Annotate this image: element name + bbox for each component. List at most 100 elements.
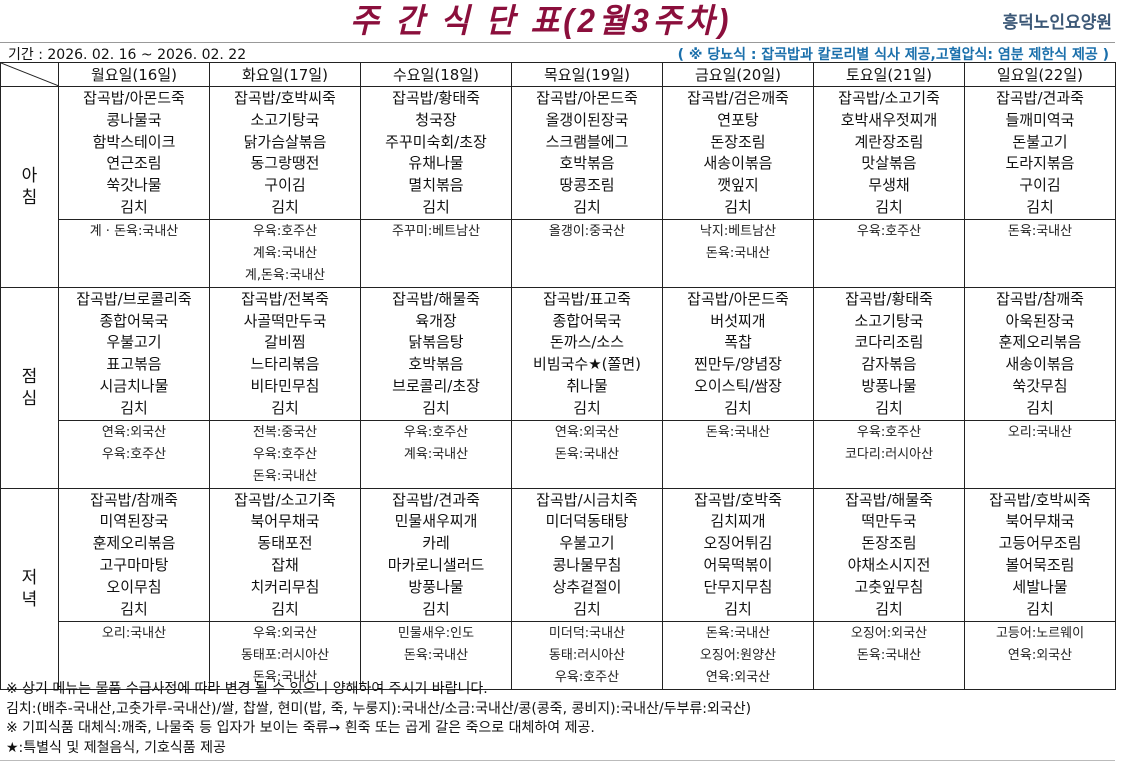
- origin-item: 코다리:러시아산: [844, 446, 934, 462]
- menu-item: 잡곡밥/시금치죽: [536, 490, 638, 509]
- menu-item: 아욱된장국: [1005, 311, 1075, 330]
- menu-item: 취나물: [566, 376, 608, 395]
- menu-item: 육개장: [415, 311, 457, 330]
- menu-cell: 잡곡밥/해물죽 떡만두국 돈장조림 야채소시지전 고춧잎무침 김치: [813, 487, 965, 622]
- menu-item: 비빔국수★(쫄면): [533, 355, 641, 374]
- menu-item: 동그랑땡전: [250, 154, 320, 173]
- menu-item: 돈까스/소스: [549, 333, 625, 352]
- menu-item: 갈비찜: [264, 333, 306, 352]
- menu-item: 계란장조림: [854, 132, 924, 151]
- menu-item: 김치: [422, 197, 450, 216]
- menu-item: 폭찹: [724, 333, 752, 352]
- menu-cell: 잡곡밥/검은깨죽 연포탕 돈장조림 새송이볶음 깻잎지 김치: [662, 86, 814, 220]
- menu-item: 깻잎지: [717, 176, 759, 195]
- origin-item: 우육:외국산: [252, 625, 318, 641]
- menu-cell: 잡곡밥/브로콜리죽 종합어묵국 우불고기 표고볶음 시금치나물 김치: [58, 286, 210, 421]
- menu-item: 우불고기: [559, 534, 615, 553]
- menu-item: 마카로니샐러드: [387, 555, 485, 574]
- meal-origin-row: 오리:국내산 우육:외국산 동태포:러시아산 돈육:국내산 민물새우:인도 돈육:국내산 미…: [1, 620, 1116, 690]
- origin-item: 동태:러시아산: [548, 647, 626, 663]
- menu-item: 잡곡밥/견과죽: [392, 490, 480, 509]
- origin-item: 돈육:국내산: [554, 446, 620, 462]
- menu-item: 잡곡밥/소고기죽: [838, 89, 940, 107]
- menu-item: 올갱이된장국: [545, 110, 629, 129]
- menu-item: 잡곡밥/소고기죽: [234, 490, 336, 509]
- day-header: 일요일(22일): [964, 62, 1116, 87]
- origin-item: 낙지:베트남산: [699, 223, 777, 239]
- origin-item: 오리:국내산: [1007, 424, 1073, 440]
- menu-item: 맛살볶음: [861, 154, 917, 173]
- menu-item: 잡곡밥/해물죽: [845, 490, 933, 509]
- menu-item: 잡곡밥/참깨죽: [90, 490, 178, 509]
- meal-label: 점 심: [0, 286, 59, 489]
- meal-menu-row: 아 침 잡곡밥/아몬드죽 콩나물국 함박스테이크 연근조림 쑥갓나물 김치 잡곡밥/호박씨죽 소…: [0, 86, 1116, 288]
- menu-item: 잡곡밥/전복죽: [241, 289, 329, 308]
- menu-item: 김치: [120, 599, 148, 618]
- origin-item: 돈육:국내산: [705, 424, 771, 440]
- day-header: 토요일(21일): [813, 62, 965, 87]
- menu-cell: 잡곡밥/호박죽 김치찌개 오징어튀김 어묵떡볶이 단무지무침 김치: [662, 487, 814, 622]
- origin-item: 돈육:국내산: [252, 468, 318, 484]
- menu-cell: 잡곡밥/아몬드죽 버섯찌개 폭찹 찐만두/양념장 오이스틱/쌈장 김치: [662, 286, 814, 421]
- period-row: 기간 : 2026. 02. 16 ~ 2026. 02. 22 ( ※ 당뇨식…: [0, 42, 1115, 63]
- menu-item: 고춧잎무침: [854, 577, 924, 596]
- origin-cell: 우육:호주산 계육:국내산 계,돈육:국내산: [209, 218, 361, 288]
- menu-item: 민물새우찌개: [394, 512, 478, 531]
- menu-item: 잡곡밥/브로콜리죽: [76, 289, 192, 308]
- menu-item: 고등어무조림: [998, 534, 1082, 553]
- origin-cell: 미더덕:국내산 동태:러시아산 우육:호주산: [511, 620, 663, 690]
- menu-item: 북어무채국: [250, 512, 320, 531]
- menu-item: 김치: [875, 197, 903, 216]
- origin-item: 돈육:국내산: [252, 669, 318, 685]
- origin-cell: 우육:호주산 코다리:러시아산: [813, 419, 965, 489]
- menu-item: 도라지볶음: [1005, 154, 1075, 173]
- menu-item: 잡곡밥/검은깨죽: [687, 89, 789, 107]
- menu-cell: 잡곡밥/호박씨죽 소고기탕국 닭가슴살볶음 동그랑땡전 구이김 김치: [209, 86, 361, 220]
- menu-item: 표고볶음: [106, 355, 162, 374]
- origin-item: 계,돈육:국내산: [244, 267, 326, 283]
- organization-name: 흥덕노인요양원: [1002, 13, 1112, 33]
- day-header: 월요일(16일): [58, 62, 210, 87]
- menu-item: 찐만두/양념장: [694, 355, 782, 374]
- meal-label: 아 침: [0, 86, 59, 288]
- menu-item: 야채소시지전: [847, 555, 931, 574]
- menu-cell: 잡곡밥/견과죽 들깨미역국 돈불고기 도라지볶음 구이김 김치: [964, 86, 1116, 220]
- origin-item: 돈육:국내산: [705, 625, 771, 641]
- origin-item: 오징어:원양산: [699, 647, 777, 663]
- menu-item: 잡채: [271, 555, 299, 574]
- menu-item: 단무지무침: [703, 577, 773, 596]
- origin-item: 우육:호주산: [856, 223, 922, 239]
- diagonal-line: [1, 63, 59, 86]
- menu-item: 김치: [1026, 197, 1054, 216]
- meal-label: 저 녁: [0, 487, 59, 690]
- origin-item: 고등어:노르웨이: [995, 625, 1085, 641]
- menu-item: 들깨미역국: [1005, 110, 1075, 129]
- menu-item: 방풍나물: [408, 577, 464, 596]
- menu-item: 주꾸미숙회/초장: [385, 132, 487, 151]
- menu-item: 잡곡밥/황태죽: [845, 289, 933, 308]
- origin-cell: 주꾸미:베트남산: [360, 218, 512, 288]
- meal-menu-row: 저 녁 잡곡밥/참깨죽 미역된장국 훈제오리볶음 고구마마탕 오이무침 김치 잡곡밥/소고기죽…: [0, 487, 1116, 690]
- menu-item: 종합어묵국: [552, 311, 622, 330]
- meal-origin-row: 계 · 돈육:국내산 우육:호주산 계육:국내산 계,돈육:국내산 주꾸미:베트남산 올갱…: [1, 218, 1116, 288]
- menu-item: 새송이볶음: [1005, 355, 1075, 374]
- menu-item: 돈장조림: [710, 132, 766, 151]
- origin-cell: 우육:호주산: [813, 218, 965, 288]
- day-header: 목요일(19일): [511, 62, 663, 87]
- origin-item: 우육:호주산: [252, 446, 318, 462]
- menu-item: 김치: [573, 398, 601, 417]
- origin-item: 돈육:국내산: [705, 245, 771, 261]
- menu-item: 오이스틱/쌈장: [694, 376, 782, 395]
- meal-menu-row: 점 심 잡곡밥/브로콜리죽 종합어묵국 우불고기 표고볶음 시금치나물 김치 잡곡밥/전복죽 사…: [0, 286, 1116, 489]
- menu-item: 김치: [422, 398, 450, 417]
- origin-cell: 오리:국내산: [964, 419, 1116, 489]
- menu-item: 콩나물국: [106, 110, 162, 129]
- origin-item: 동태포:러시아산: [240, 647, 330, 663]
- day-header: 금요일(20일): [662, 62, 814, 87]
- menu-item: 김치: [875, 398, 903, 417]
- menu-item: 오징어튀김: [703, 534, 773, 553]
- menu-item: 김치: [724, 197, 752, 216]
- meal-origin-row: 연육:외국산 우육:호주산 전복:중국산 우육:호주산 돈육:국내산 우육:호주산 계육:국…: [1, 419, 1116, 489]
- origin-cell: 연육:외국산 돈육:국내산: [511, 419, 663, 489]
